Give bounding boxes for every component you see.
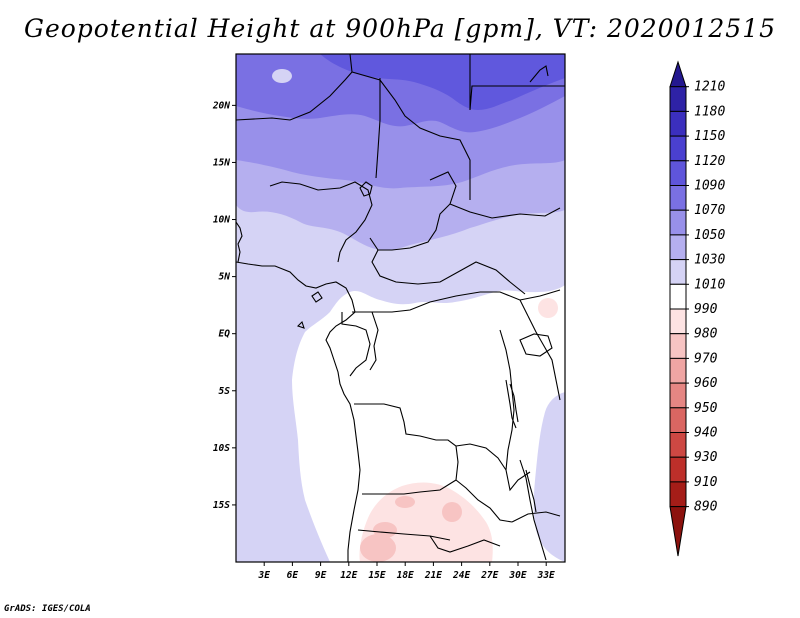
coastline-west-coast-south <box>236 221 243 263</box>
border-angola <box>354 403 459 495</box>
colorbar-label: 1070 <box>694 203 725 218</box>
lat-tick-label: 5N <box>219 272 231 283</box>
contour-field <box>236 54 565 562</box>
colorbar: 1210 1180 1150 1120 1090 1070 1050 1030 1010 990 9… <box>669 60 725 557</box>
colorbar-label: 1210 <box>694 80 725 95</box>
lat-tick-label: 5S <box>219 386 231 397</box>
colorbar-swatch <box>669 209 687 236</box>
colorbar-swatch <box>669 283 687 310</box>
colorbar-label: 990 <box>694 302 718 317</box>
colorbar-swatch <box>669 110 687 137</box>
lon-tick-label: 12E <box>340 570 357 581</box>
contour-band-970-980 <box>395 496 415 508</box>
colorbar-swatch <box>669 86 687 112</box>
colorbar-label: 1030 <box>694 253 725 268</box>
lon-tick-label: 9E <box>315 570 327 581</box>
colorbar-swatch <box>669 259 687 285</box>
colorbar-label: 960 <box>694 376 718 391</box>
lat-tick-label: 10S <box>213 443 230 454</box>
lat-tick-label: 20N <box>212 100 230 111</box>
border-chad <box>369 171 457 251</box>
coastline-ne <box>529 65 549 83</box>
contour-blob <box>272 69 292 83</box>
colorbar-label: 1050 <box>694 228 725 243</box>
latitude-axis: 20N 15N 10N 5N EQ 5S 10S 15S <box>212 100 236 511</box>
border-libya-chad <box>349 54 565 111</box>
colorbar-label: 1150 <box>694 129 725 144</box>
contour-band-970-980 <box>442 502 462 522</box>
chart-title: Geopotential Height at 900hPa [gpm], VT:… <box>23 14 777 43</box>
colorbar-label: 890 <box>694 500 718 515</box>
coastline-lake-victoria <box>519 333 553 357</box>
colorbar-label: 980 <box>694 327 718 342</box>
longitude-axis: 3E 6E 9E 12E 15E 18E 21E 24E 27E 30E 33E <box>257 562 555 581</box>
colorbar-label: 1090 <box>694 179 725 194</box>
colorbar-swatch <box>669 308 687 335</box>
colorbar-cap-bottom <box>669 506 687 557</box>
border-car <box>371 249 526 295</box>
colorbar-swatch <box>669 456 687 483</box>
lon-tick-label: 6E <box>287 570 299 581</box>
contour-band-1010-1030 <box>331 262 359 285</box>
colorbar-swatch <box>669 357 687 384</box>
border-drc-east <box>499 329 531 492</box>
coastline-gulf-island <box>296 320 305 329</box>
colorbar-swatch <box>669 160 687 187</box>
colorbar-swatch <box>669 135 687 162</box>
colorbar-label: 940 <box>694 426 718 441</box>
colorbar-label: 1120 <box>694 154 725 169</box>
border-nigeria <box>269 181 373 263</box>
colorbar-swatch <box>669 234 687 261</box>
lon-tick-label: 18E <box>397 570 414 581</box>
credit-label: GrADS: IGES/COLA <box>4 604 91 614</box>
country-borders <box>236 54 565 562</box>
lon-tick-label: 24E <box>452 570 470 581</box>
lon-tick-label: 33E <box>537 570 555 581</box>
colorbar-swatch <box>669 407 687 433</box>
border-mali-niger <box>375 78 381 179</box>
colorbar-swatch <box>669 481 687 508</box>
border-east-africa <box>519 289 561 401</box>
coastline-lake-malawi <box>525 469 537 513</box>
lon-tick-label: 21E <box>424 570 442 581</box>
border-namibia <box>357 529 501 553</box>
contour-band-980-990 <box>538 298 558 318</box>
colorbar-label: 950 <box>694 401 718 416</box>
border-drc-north <box>352 291 529 317</box>
colorbar-label: 1180 <box>694 104 725 119</box>
border-sudan <box>449 180 561 219</box>
coastline-lake-tanganyika <box>505 379 519 429</box>
colorbar-swatch <box>669 185 687 211</box>
lat-tick-label: 15N <box>213 157 230 168</box>
colorbar-label: 970 <box>694 351 718 366</box>
contour-band-970-980 <box>360 534 396 562</box>
colorbar-label: 910 <box>694 475 718 490</box>
border-congo-gabon <box>341 311 379 377</box>
lon-tick-label: 3E <box>257 570 270 581</box>
coastline-west-africa <box>236 261 361 562</box>
lon-tick-label: 30E <box>508 570 526 581</box>
colorbar-swatch <box>669 333 687 359</box>
colorbar-swatch <box>669 382 687 409</box>
lat-tick-label: 15S <box>213 500 230 511</box>
lon-tick-label: 15E <box>368 570 385 581</box>
border-zambia <box>455 443 513 523</box>
colorbar-cap-top <box>669 60 687 88</box>
coastline-lake-chad <box>359 181 373 197</box>
map-frame <box>235 53 566 563</box>
contour-band-1010-1030 <box>533 392 565 562</box>
lat-tick-label: 10N <box>213 215 230 226</box>
colorbar-label: 930 <box>694 450 718 465</box>
colorbar-label: 1010 <box>694 277 725 292</box>
coastline-bioko <box>311 291 323 303</box>
lat-tick-label: EQ <box>219 329 231 340</box>
lon-tick-label: 27E <box>480 570 498 581</box>
border-mozambique <box>511 459 561 561</box>
contour-band-970-980 <box>373 522 397 538</box>
colorbar-swatch <box>669 432 687 458</box>
contour-band-1090-1120 <box>320 54 565 110</box>
